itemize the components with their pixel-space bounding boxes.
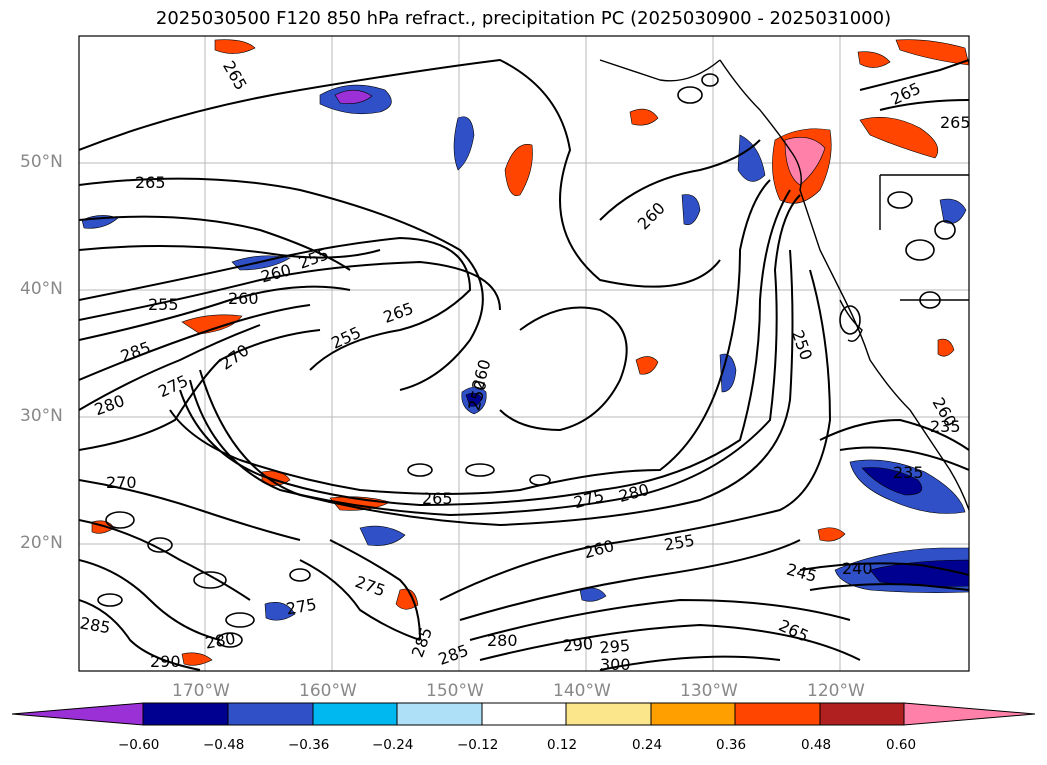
colorbar-swatch	[734, 702, 821, 726]
contour-label: 270	[106, 473, 137, 492]
colorbar-tick-label: −0.48	[203, 737, 245, 753]
contour-label: 290	[562, 634, 594, 656]
map-frame	[78, 35, 970, 672]
colorbar-swatch	[819, 702, 905, 726]
colorbar-swatch	[650, 702, 736, 726]
lon-label: 150°W	[426, 681, 484, 701]
contour-label: 260	[634, 198, 669, 233]
lon-label: 120°W	[807, 681, 865, 701]
contour-label: 275	[155, 371, 191, 401]
contour-label: 255	[663, 531, 696, 555]
colorbar-extend-low	[11, 702, 144, 726]
contour-label: 270	[217, 341, 253, 374]
contour-label: 285	[408, 625, 436, 660]
lon-label: 160°W	[299, 681, 357, 701]
precip-patches	[81, 39, 969, 666]
contour-label: 265	[940, 113, 971, 132]
contour-label: 265	[381, 299, 416, 327]
contour-label: 260	[228, 289, 259, 308]
contour-label: 265	[219, 58, 251, 94]
colorbar-swatch	[312, 702, 398, 726]
contour-label: 275	[353, 572, 388, 600]
colorbar-tick-label: −0.60	[118, 737, 160, 753]
contour-label: 260	[468, 357, 494, 391]
contour-label: 275	[572, 486, 606, 512]
colorbar-swatch	[396, 702, 483, 726]
colorbar-tick-label: 0.48	[801, 737, 832, 753]
contour-label: 285	[118, 338, 153, 366]
contour-label: 235	[930, 417, 961, 436]
contour-label: 245	[784, 560, 818, 586]
refractivity-contours	[79, 58, 969, 671]
contour-label: 260	[582, 536, 616, 562]
contour-label: 280	[617, 480, 651, 506]
contour-label: 265	[135, 173, 166, 192]
colorbar-tick-label: 0.60	[886, 737, 917, 753]
colorbar-swatch	[481, 702, 567, 726]
contour-label: 265	[422, 489, 453, 508]
contour-label: 290	[150, 652, 181, 671]
contour-label: 255	[328, 323, 364, 353]
contour-label: 280	[204, 629, 237, 653]
contour-label: 295	[599, 636, 631, 658]
colorbar-swatch	[565, 702, 652, 726]
contour-label: 275	[285, 595, 318, 619]
lat-label: 30°N	[20, 406, 63, 426]
lon-label: 130°W	[680, 681, 738, 701]
contour-label: 255	[148, 295, 179, 314]
contour-label: 280	[487, 631, 518, 650]
colorbar-tick-label: −0.12	[457, 737, 499, 753]
colorbar-swatch	[227, 702, 314, 726]
contour-label: 235	[893, 463, 924, 482]
map-title: 2025030500 F120 850 hPa refract., precip…	[155, 8, 892, 29]
colorbar-extend-high	[903, 702, 1036, 726]
contour-label: 300	[600, 655, 631, 674]
contour-label: 285	[78, 613, 111, 637]
colorbar-tick-label: 0.36	[716, 737, 747, 753]
colorbar-tick-label: 0.24	[632, 737, 663, 753]
coastlines	[599, 59, 969, 511]
contour-label: 285	[436, 641, 471, 669]
lat-label: 20°N	[20, 533, 63, 553]
small-contours	[97, 73, 956, 648]
contour-label: 240	[842, 559, 873, 578]
contour-label: 280	[92, 391, 127, 419]
colorbar-tick-label: 0.12	[547, 737, 578, 753]
colorbar-tick-label: −0.36	[288, 737, 330, 753]
lon-label: 140°W	[553, 681, 611, 701]
graticule	[79, 36, 969, 671]
colorbar-tick-label: −0.24	[372, 737, 414, 753]
contour-label: 265	[776, 616, 812, 646]
lon-label: 170°W	[172, 681, 230, 701]
lat-label: 40°N	[20, 279, 63, 299]
colorbar	[11, 702, 1036, 726]
colorbar-swatch	[142, 702, 229, 726]
lat-label: 50°N	[20, 152, 63, 172]
